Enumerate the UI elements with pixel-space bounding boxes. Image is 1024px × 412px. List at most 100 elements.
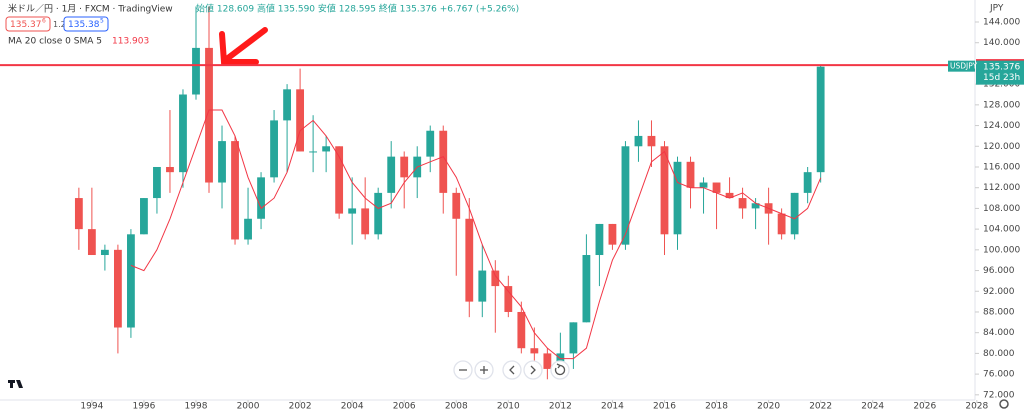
y-tick-label: 144.000 [983,18,1020,28]
x-tick-label: 2024 [861,402,884,412]
ask-price: 135.38 [68,20,100,30]
candle-body [816,66,825,173]
candle-body [569,322,578,354]
candle-body [296,89,305,152]
reset-button[interactable] [550,360,570,380]
candle-body [751,203,760,209]
countdown-label: 15d 23h [983,73,1020,83]
candle-body [491,270,500,287]
x-tick-label: 2002 [289,402,312,412]
x-tick-label: 2018 [705,402,728,412]
x-tick-label: 1994 [80,402,103,412]
symbol-label-box [948,60,975,72]
candle-body [517,311,526,349]
y-tick-label: 116.000 [983,162,1020,172]
y-tick-label: 80.000 [983,349,1015,359]
candle-body [100,249,109,256]
candle-body [777,213,786,235]
scroll-right-button[interactable] [523,360,543,380]
candle-body [647,135,656,147]
ohlc-values: 始値 128.609 高値 135.590 安値 128.595 終値 135.… [196,3,519,15]
candle-body [452,192,461,219]
y-tick-label: 120.000 [983,142,1020,152]
x-tick-label: 2006 [393,402,416,412]
sell-button[interactable] [5,16,51,32]
candle-body [387,156,396,193]
candle-body [114,249,122,328]
x-tick-label: 2016 [653,402,676,412]
candle-body [348,208,357,214]
x-tick-label: 2000 [237,402,260,412]
candle-body [478,270,487,302]
candle-body [192,47,200,95]
y-tick-label: 72.000 [983,390,1015,400]
settings-icon[interactable] [999,399,1009,409]
candle-body [335,146,344,214]
candle-body [166,166,174,173]
x-tick-label: 2010 [497,402,520,412]
candle-body [127,234,135,328]
candle-body [465,218,474,302]
annotation-arrow [219,27,268,65]
y-tick-label: 88.000 [983,307,1015,317]
candle-body [790,192,799,235]
ask-pip: 5 [100,18,104,25]
candle-body [400,156,409,178]
candle-body [270,120,278,178]
candle-body [361,208,370,235]
candle-body [205,47,213,183]
candle-body [712,182,721,193]
x-tick-label: 2022 [809,402,832,412]
candle-body [244,218,252,240]
candle-body [179,94,187,173]
chart-title: 米ドル／円 · 1月 · FXCM · TradingView [8,3,173,15]
candle-body [595,223,604,256]
x-tick-label: 2004 [341,402,364,412]
y-tick-label: 104.000 [983,225,1020,235]
candle-body [608,223,617,245]
price-label-box [976,60,1024,85]
candle-body [803,172,812,193]
candle-body [153,166,161,199]
candle-body [87,229,96,256]
zoom-controls [453,360,570,380]
symbol-label: USDJPY [950,62,978,71]
x-tick-label: 2008 [445,402,468,412]
bid-price: 135.37 [10,20,42,30]
candle-body [218,141,226,183]
candle-body [504,286,513,312]
candle-body [673,161,682,235]
ma-legend: MA 20 close 0 SMA 5 [8,37,102,47]
y-tick-label: 92.000 [983,287,1015,297]
scroll-left-button[interactable] [502,360,522,380]
x-tick-label: 2028 [965,402,988,412]
candle-body [543,353,552,369]
candle-body [582,255,591,323]
y-tick-label: 124.000 [983,121,1020,131]
ma-line [130,109,822,360]
y-tick-label: 96.000 [983,266,1015,276]
candle-body [374,192,383,235]
x-tick-label: 2014 [601,402,624,412]
candle-body [231,141,239,240]
candle-body [738,198,747,209]
candle-body [283,89,291,121]
y-tick-label: 100.000 [983,245,1020,255]
candle-body [322,146,331,152]
y-tick-label: 84.000 [983,328,1015,338]
candle-body [74,198,83,230]
ma-legend-value: 113.903 [112,37,149,47]
candle-body [257,177,265,219]
candle-body [426,130,435,157]
buy-button[interactable] [63,16,109,32]
x-tick-label: 2020 [757,402,780,412]
candle-body [621,146,630,245]
tradingview-logo[interactable] [8,380,23,388]
y-axis-label: JPY [989,4,1004,14]
candle-body [686,161,695,188]
candle-body [725,192,734,199]
candle-body [140,198,148,235]
